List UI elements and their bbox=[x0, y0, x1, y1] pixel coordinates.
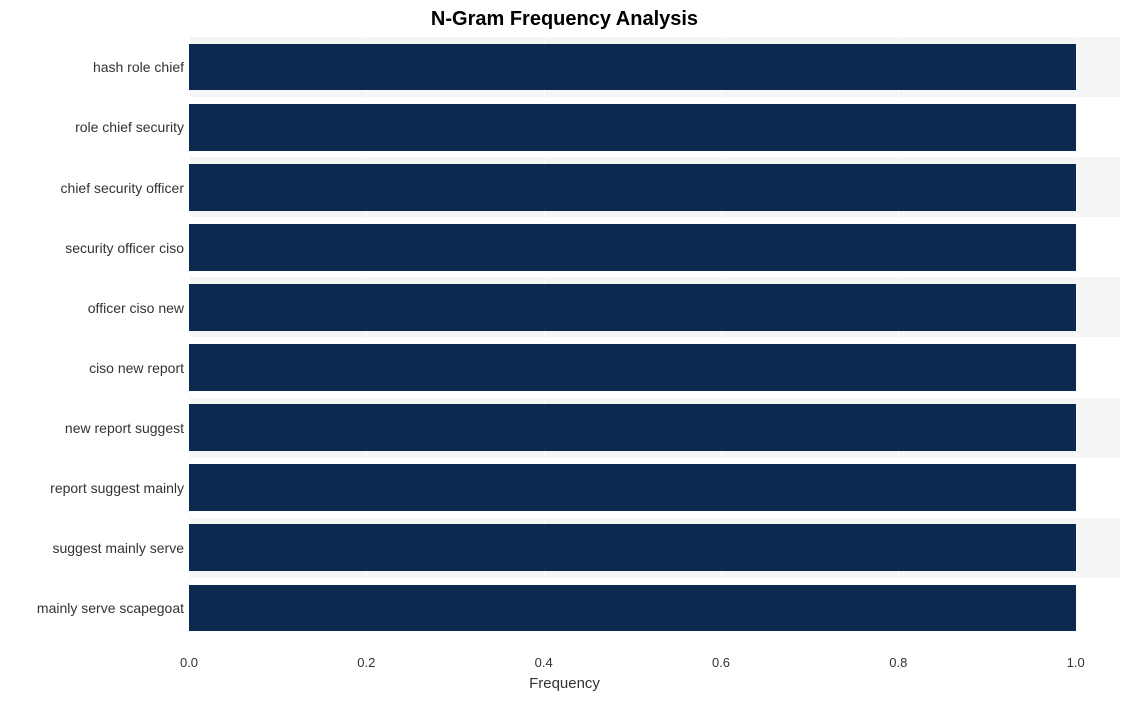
y-axis-label: security officer ciso bbox=[65, 240, 184, 256]
bar bbox=[189, 404, 1076, 451]
plot-area bbox=[189, 37, 1120, 638]
x-tick-label: 0.2 bbox=[357, 655, 375, 670]
bar bbox=[189, 524, 1076, 571]
ngram-chart: N-Gram Frequency Analysis Frequency hash… bbox=[0, 0, 1129, 701]
y-axis-label: officer ciso new bbox=[88, 300, 184, 316]
vertical-gridline bbox=[1076, 37, 1077, 638]
chart-title: N-Gram Frequency Analysis bbox=[0, 8, 1129, 31]
x-tick-label: 0.8 bbox=[889, 655, 907, 670]
x-tick-label: 0.0 bbox=[180, 655, 198, 670]
y-axis-label: new report suggest bbox=[65, 420, 184, 436]
bar bbox=[189, 104, 1076, 151]
x-tick-label: 1.0 bbox=[1067, 655, 1085, 670]
bar bbox=[189, 164, 1076, 211]
x-tick-label: 0.4 bbox=[535, 655, 553, 670]
bar bbox=[189, 585, 1076, 632]
y-axis-label: chief security officer bbox=[61, 180, 184, 196]
x-axis-title: Frequency bbox=[0, 675, 1129, 692]
y-axis-label: hash role chief bbox=[93, 59, 184, 75]
y-axis-label: role chief security bbox=[75, 119, 184, 135]
y-axis-label: report suggest mainly bbox=[50, 480, 184, 496]
bar bbox=[189, 284, 1076, 331]
y-axis-label: ciso new report bbox=[89, 360, 184, 376]
y-axis-label: mainly serve scapegoat bbox=[37, 600, 184, 616]
x-tick-label: 0.6 bbox=[712, 655, 730, 670]
bar bbox=[189, 464, 1076, 511]
bar bbox=[189, 224, 1076, 271]
y-axis-label: suggest mainly serve bbox=[52, 540, 184, 556]
bar bbox=[189, 344, 1076, 391]
bar bbox=[189, 44, 1076, 91]
